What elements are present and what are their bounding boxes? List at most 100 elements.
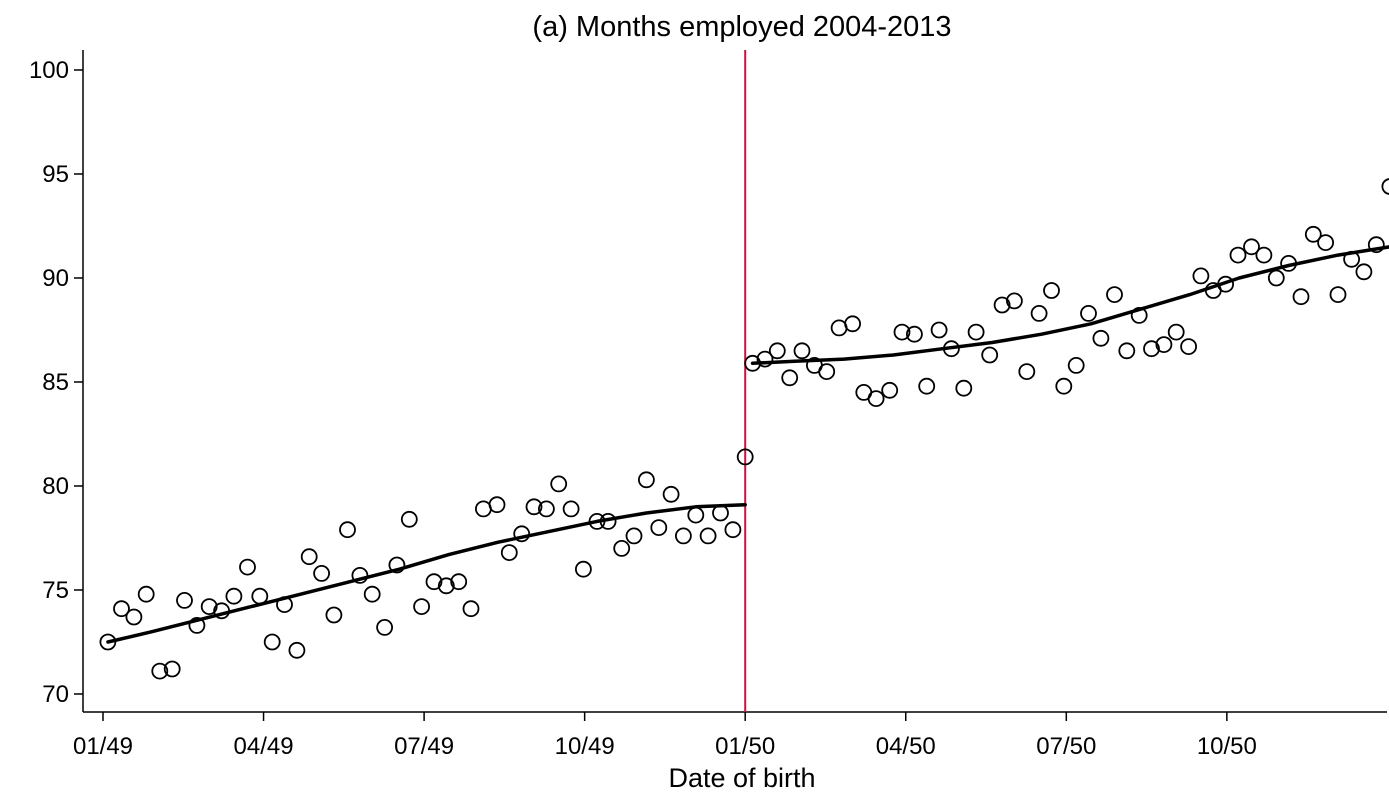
data-point — [1343, 250, 1360, 268]
data-point — [1043, 282, 1060, 299]
x-axis: 01/49 04/49 07/49 10/49 01/50 04/50 07/50 10/50 — [73, 711, 1387, 760]
data-point — [736, 448, 754, 466]
data-point — [638, 471, 655, 489]
data-point — [525, 498, 543, 516]
data-point — [437, 577, 455, 595]
data-point — [1243, 238, 1260, 256]
data-point — [188, 617, 206, 634]
x-tick-label: 07/50 — [1036, 733, 1096, 760]
data-point — [793, 342, 811, 360]
data-point — [993, 296, 1011, 314]
data-point — [325, 606, 343, 624]
y-tick-label: 70 — [42, 681, 69, 708]
y-tick-label: 100 — [29, 57, 69, 84]
x-axis-label: Date of birth — [668, 763, 815, 792]
x-tick-label: 01/49 — [73, 733, 133, 760]
data-point — [1304, 225, 1322, 243]
data-point — [388, 556, 406, 574]
data-point — [1167, 323, 1185, 341]
data-point — [1155, 336, 1173, 354]
fitted-lines — [106, 245, 1389, 644]
data-point — [1092, 329, 1110, 347]
data-point — [943, 340, 960, 358]
data-point — [376, 619, 394, 636]
data-point — [625, 527, 643, 545]
data-point — [1006, 292, 1023, 310]
y-tick-label: 95 — [42, 161, 69, 188]
data-point — [288, 641, 306, 659]
data-point — [1143, 340, 1160, 358]
data-point — [474, 500, 492, 518]
data-point — [263, 633, 281, 651]
data-point — [1130, 306, 1148, 324]
data-point — [151, 662, 169, 680]
data-point — [488, 496, 506, 514]
data-point — [1367, 236, 1385, 254]
data-point — [276, 596, 293, 613]
data-point — [918, 377, 936, 395]
data-point — [251, 587, 269, 605]
data-point — [300, 548, 318, 566]
data-point — [1381, 178, 1389, 195]
data-point — [313, 565, 331, 582]
fitted-line-after-cutoff — [750, 245, 1389, 366]
data-point — [650, 519, 668, 536]
fitted-line-before-cutoff — [106, 502, 747, 644]
chart-title: (a) Months employed 2004-2013 — [532, 11, 951, 43]
data-point — [687, 506, 705, 524]
y-tick-label: 80 — [42, 473, 69, 500]
x-tick-label: 10/50 — [1197, 733, 1257, 760]
x-tick-label: 10/49 — [555, 733, 615, 760]
data-point — [756, 350, 774, 368]
data-point — [400, 510, 418, 528]
data-point — [662, 485, 680, 503]
data-point — [867, 390, 885, 408]
data-point — [599, 513, 617, 530]
data-point — [1018, 363, 1036, 381]
data-point — [881, 381, 899, 399]
data-point — [893, 323, 911, 341]
data-point — [781, 369, 799, 387]
x-tick-label: 04/50 — [876, 733, 936, 760]
data-point — [99, 633, 117, 651]
data-point — [1267, 269, 1285, 287]
data-point — [339, 521, 356, 539]
data-point — [1280, 254, 1297, 272]
data-point — [113, 600, 130, 618]
data-point — [724, 521, 742, 539]
y-tick-label: 85 — [42, 369, 69, 396]
data-point — [225, 587, 243, 605]
data-point — [712, 504, 729, 522]
data-point — [818, 363, 836, 381]
data-point — [413, 598, 431, 615]
data-point — [1229, 246, 1247, 264]
data-point — [1080, 304, 1097, 322]
data-point — [906, 325, 923, 343]
data-point — [163, 660, 181, 678]
y-tick-label: 90 — [42, 265, 69, 292]
x-tick-label: 04/49 — [234, 733, 294, 760]
data-point — [213, 602, 231, 620]
data-point — [200, 598, 218, 615]
data-point — [1255, 246, 1273, 264]
data-point — [967, 323, 985, 341]
data-point — [513, 525, 531, 543]
data-point — [1118, 342, 1136, 360]
data-point — [768, 342, 786, 360]
x-tick-label: 01/50 — [715, 733, 775, 760]
data-point — [550, 475, 568, 493]
data-point — [844, 315, 861, 333]
data-point — [1217, 275, 1234, 293]
data-point — [613, 540, 631, 557]
data-point — [137, 585, 155, 603]
x-tick-label: 07/49 — [394, 733, 454, 760]
data-point — [1030, 304, 1048, 322]
y-tick-label: 75 — [42, 577, 69, 604]
data-point — [1329, 286, 1347, 304]
data-point — [239, 558, 256, 576]
data-point — [562, 500, 580, 518]
data-point — [699, 527, 717, 545]
data-point — [575, 560, 592, 578]
data-point — [176, 592, 193, 609]
